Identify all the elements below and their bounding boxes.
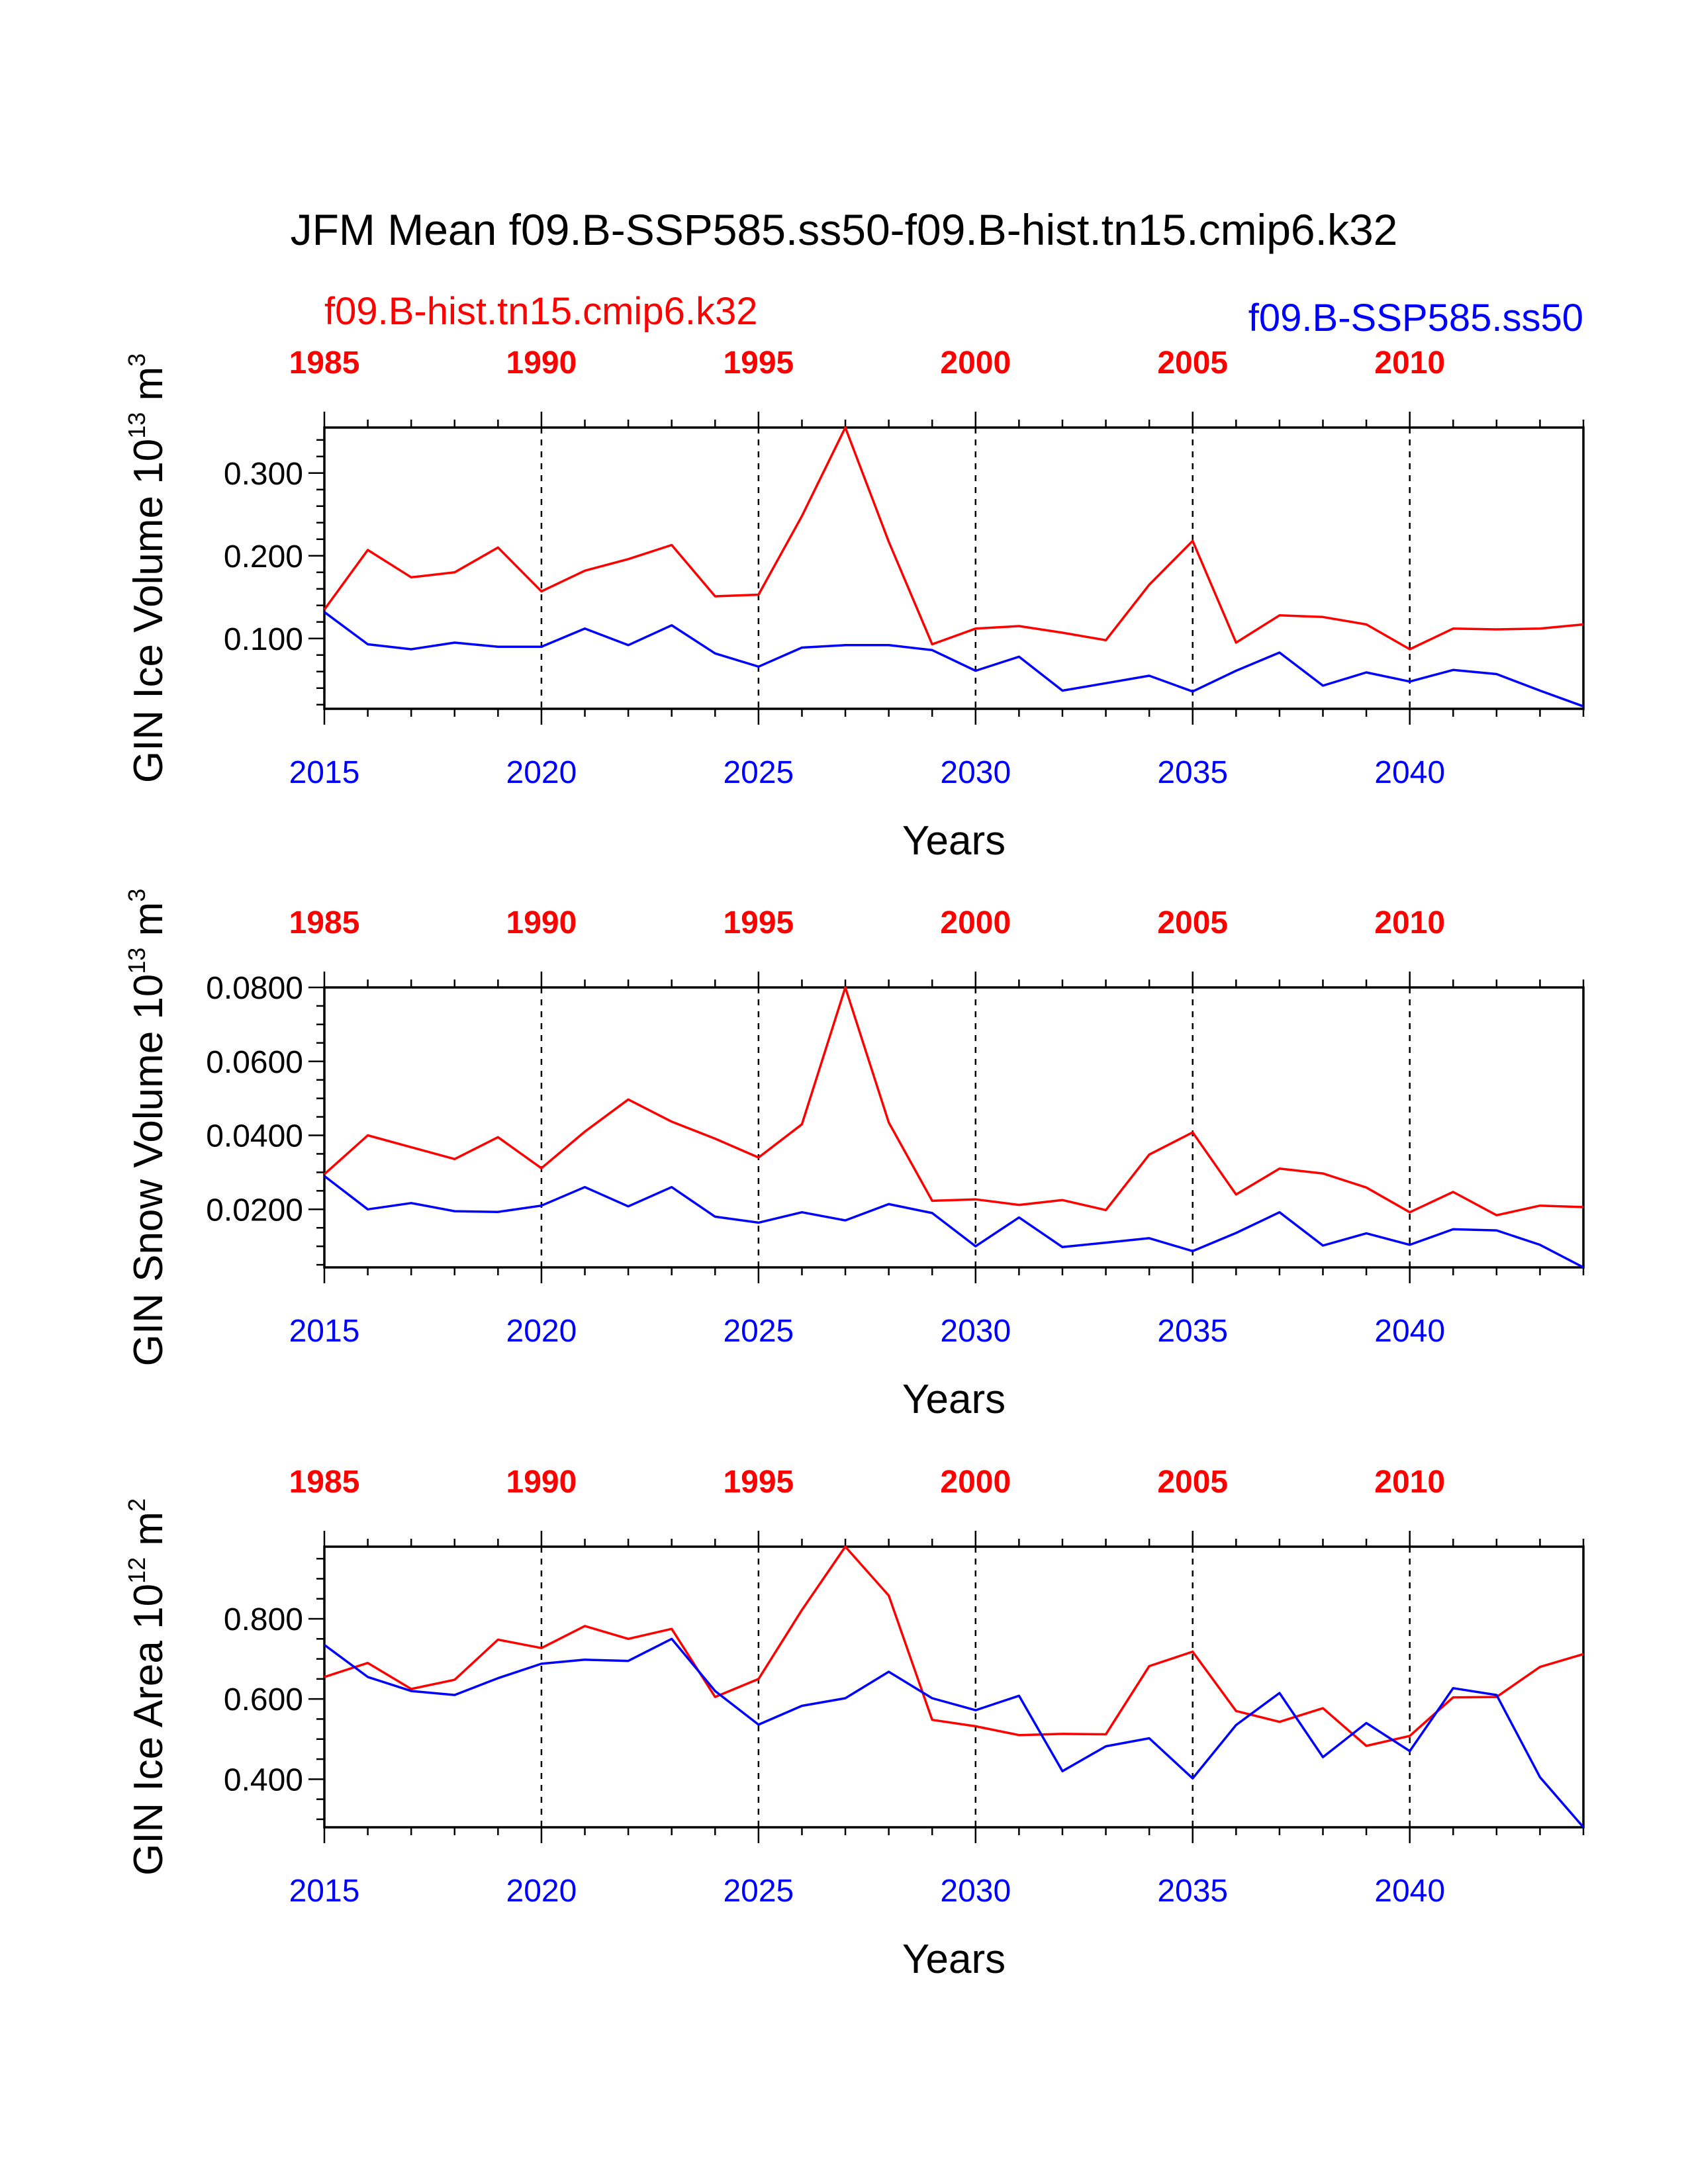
plot-frame <box>323 1545 1585 1829</box>
y-axis-title-unit-exponent: 2 <box>123 1498 150 1512</box>
bottom-x-tick-label: 2015 <box>289 1314 360 1349</box>
top-x-tick-label: 1990 <box>506 345 577 381</box>
series-line-ssp585 <box>323 1637 1585 1829</box>
x-axis-title: Years <box>902 1936 1006 1982</box>
plot-frame <box>323 986 1585 1269</box>
series-line-ssp585 <box>323 1175 1584 1269</box>
y-axis-title: GIN Ice Volume 1013 m3 <box>123 353 171 783</box>
y-axis-title-unit-exponent: 3 <box>123 353 150 367</box>
top-x-tick-label: 1995 <box>723 1465 794 1500</box>
series-line-hist <box>324 1545 1584 1747</box>
y-axis-title-unit: m <box>126 367 171 412</box>
top-x-tick-label: 1990 <box>506 1465 577 1500</box>
y-tick-label: 0.200 <box>224 539 303 574</box>
panel-ice-area: 2015 1985 2020 1990 2025 1995 2030 2000 2035 2005… <box>123 1465 1585 1982</box>
bottom-x-tick-label: 2020 <box>506 755 577 790</box>
y-axis-title: GIN Ice Area 1012 m2 <box>123 1498 171 1876</box>
top-x-tick-label: 2000 <box>940 905 1011 940</box>
y-tick-label: 0.400 <box>224 1762 303 1797</box>
panels: 2015 1985 2020 1990 2025 1995 2030 2000 2035 2005… <box>123 345 1585 1982</box>
panel-snow-volume: 2015 1985 2020 1990 2025 1995 2030 2000 2035 2005… <box>123 889 1585 1422</box>
bottom-x-tick-label: 2040 <box>1374 1874 1445 1909</box>
y-axis-title-unit: m <box>126 1512 171 1557</box>
top-x-tick-label: 1985 <box>289 905 360 940</box>
top-x-tick-label: 1985 <box>289 345 360 381</box>
y-axis-title-exponent: 13 <box>123 948 150 974</box>
y-axis-title-main: GIN Ice Volume 10 <box>126 439 171 783</box>
series-line-hist <box>323 986 1584 1216</box>
y-tick-label: 0.0800 <box>206 971 303 1006</box>
bottom-x-tick-label: 2030 <box>940 1314 1011 1349</box>
top-x-tick-label: 1995 <box>723 345 794 381</box>
y-tick-label: 0.100 <box>224 622 303 657</box>
y-tick-label: 0.800 <box>224 1602 303 1637</box>
legend-hist-label: f09.B-hist.tn15.cmip6.k32 <box>324 290 757 333</box>
y-axis-title-main: GIN Snow Volume 10 <box>126 974 171 1367</box>
bottom-x-tick-label: 2015 <box>289 755 360 790</box>
top-x-tick-label: 2010 <box>1374 345 1445 381</box>
y-axis-title-exponent: 13 <box>123 412 150 439</box>
y-axis-title: GIN Snow Volume 1013 m3 <box>123 889 171 1367</box>
bottom-x-tick-label: 2025 <box>723 1874 794 1909</box>
x-axis-title: Years <box>902 818 1006 864</box>
bottom-x-tick-label: 2020 <box>506 1314 577 1349</box>
chart-title: JFM Mean f09.B-SSP585.ss50-f09.B-hist.tn… <box>291 205 1398 254</box>
bottom-x-tick-label: 2015 <box>289 1874 360 1909</box>
bottom-x-tick-label: 2030 <box>940 755 1011 790</box>
bottom-x-tick-label: 2035 <box>1157 1874 1228 1909</box>
bottom-x-tick-label: 2025 <box>723 755 794 790</box>
top-x-tick-label: 2005 <box>1157 1465 1228 1500</box>
y-tick-label: 0.0600 <box>206 1045 303 1080</box>
top-x-tick-label: 1985 <box>289 1465 360 1500</box>
series-line-ssp585 <box>323 611 1584 707</box>
series-line-hist <box>323 426 1584 651</box>
y-axis-title-main: GIN Ice Area 10 <box>126 1584 171 1876</box>
legend-ssp-label: f09.B-SSP585.ss50 <box>1248 296 1583 340</box>
top-x-tick-label: 2005 <box>1157 905 1228 940</box>
top-x-tick-label: 2000 <box>940 1465 1011 1500</box>
top-x-tick-label: 2005 <box>1157 345 1228 381</box>
y-tick-label: 0.600 <box>224 1682 303 1717</box>
x-axis-title: Years <box>902 1377 1006 1422</box>
bottom-x-tick-label: 2035 <box>1157 1314 1228 1349</box>
y-axis-title-exponent: 12 <box>123 1557 150 1584</box>
y-tick-label: 0.300 <box>224 457 303 492</box>
bottom-x-tick-label: 2025 <box>723 1314 794 1349</box>
top-x-tick-label: 1995 <box>723 905 794 940</box>
y-tick-label: 0.0200 <box>206 1193 303 1228</box>
panel-ice-volume: 2015 1985 2020 1990 2025 1995 2030 2000 2035 2005… <box>123 345 1585 864</box>
top-x-tick-label: 1990 <box>506 905 577 940</box>
y-tick-label: 0.0400 <box>206 1119 303 1154</box>
plot-frame <box>323 426 1585 710</box>
top-x-tick-label: 2010 <box>1374 1465 1445 1500</box>
bottom-x-tick-label: 2030 <box>940 1874 1011 1909</box>
bottom-x-tick-label: 2040 <box>1374 755 1445 790</box>
y-axis-title-unit: m <box>126 902 171 948</box>
bottom-x-tick-label: 2040 <box>1374 1314 1445 1349</box>
top-x-tick-label: 2010 <box>1374 905 1445 940</box>
bottom-x-tick-label: 2020 <box>506 1874 577 1909</box>
bottom-x-tick-label: 2035 <box>1157 755 1228 790</box>
top-x-tick-label: 2000 <box>940 345 1011 381</box>
y-axis-title-unit-exponent: 3 <box>123 889 150 902</box>
